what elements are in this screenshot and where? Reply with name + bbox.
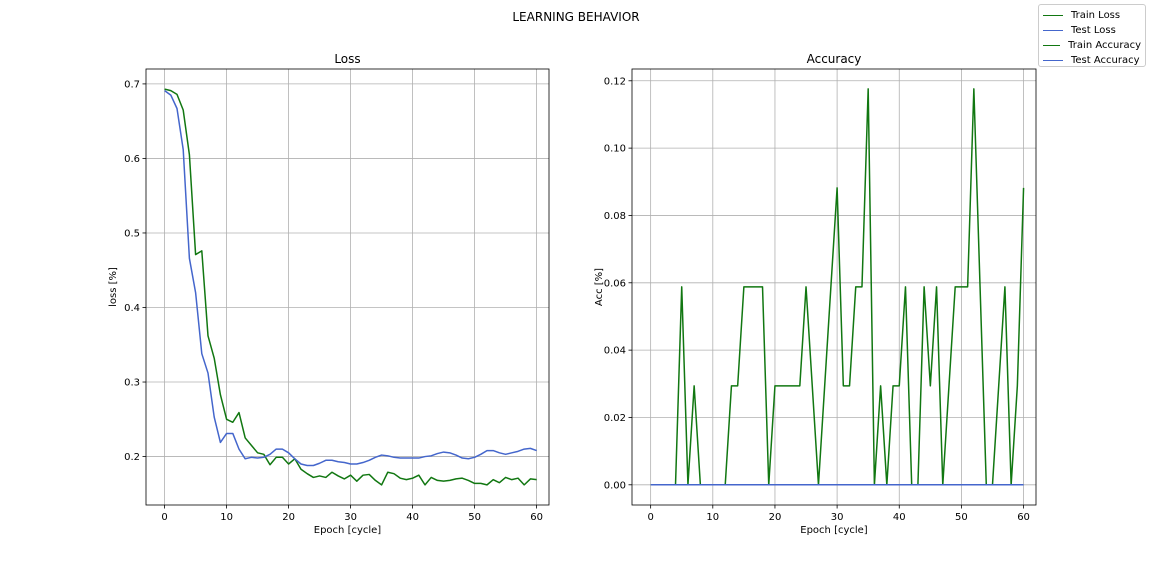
legend-label: Test Loss	[1071, 25, 1116, 36]
chart-panel-accuracy: 0 10 20 30 40 50 60 0.00 0.02 0.04 0.06 0.08 0.10 0.1…	[594, 52, 1037, 536]
chart-title: Accuracy	[807, 52, 862, 66]
y-axis-label: Acc [%]	[594, 268, 605, 306]
legend-swatch	[1043, 60, 1063, 61]
legend-swatch	[1043, 15, 1063, 16]
y-tick-label: 0.4	[124, 303, 140, 314]
x-tick-label: 0	[161, 512, 167, 523]
y-tick-label: 0.2	[124, 452, 140, 463]
y-tick-label: 0.04	[604, 346, 626, 357]
x-tick-label: 40	[893, 512, 906, 523]
x-tick-label: 10	[220, 512, 233, 523]
x-tick-label: 20	[769, 512, 782, 523]
series-line-test-loss	[164, 90, 537, 467]
legend-swatch	[1043, 30, 1063, 31]
legend-item: Train Loss	[1043, 8, 1141, 23]
y-axis-label: loss [%]	[108, 267, 119, 307]
legend-swatch	[1043, 45, 1061, 46]
y-tick-label: 0.5	[124, 228, 140, 239]
legend-label: Train Loss	[1071, 10, 1121, 21]
legend-label: Train Accuracy	[1068, 40, 1141, 51]
x-tick-label: 30	[831, 512, 844, 523]
x-tick-label: 50	[468, 512, 481, 523]
x-axis-label: Epoch [cycle]	[800, 525, 868, 536]
legend-item: Train Accuracy	[1043, 38, 1141, 53]
series-line-train-loss	[164, 88, 537, 486]
legend: Train Loss Test Loss Train Accuracy Test…	[1038, 4, 1146, 67]
x-tick-label: 20	[282, 512, 295, 523]
x-tick-label: 60	[1017, 512, 1030, 523]
y-tick-label: 0.6	[124, 154, 140, 165]
x-tick-label: 50	[955, 512, 968, 523]
y-tick-label: 0.00	[604, 480, 626, 491]
y-tick-label: 0.12	[604, 76, 626, 87]
x-axis-label: Epoch [cycle]	[314, 525, 382, 536]
x-tick-label: 60	[530, 512, 543, 523]
legend-item: Test Loss	[1043, 23, 1141, 38]
chart-panel-loss: 0 10 20 30 40 50 60 0.2 0.3 0.4 0.5 0.6 0.7 Loss Epoch…	[108, 52, 550, 536]
y-tick-label: 0.08	[604, 211, 626, 222]
x-tick-label: 40	[406, 512, 419, 523]
y-tick-label: 0.06	[604, 278, 626, 289]
x-tick-label: 0	[647, 512, 653, 523]
y-tick-label: 0.10	[604, 144, 626, 155]
plot-frame	[631, 68, 1037, 506]
x-tick-label: 30	[344, 512, 357, 523]
y-tick-label: 0.02	[604, 413, 626, 424]
plot-frame	[145, 68, 550, 506]
legend-label: Test Accuracy	[1071, 55, 1140, 66]
chart-title: Loss	[334, 52, 360, 66]
y-tick-label: 0.3	[124, 378, 140, 389]
figure-title: LEARNING BEHAVIOR	[512, 10, 640, 24]
legend-item: Test Accuracy	[1043, 53, 1141, 68]
y-tick-label: 0.7	[124, 79, 140, 90]
x-tick-label: 10	[706, 512, 719, 523]
